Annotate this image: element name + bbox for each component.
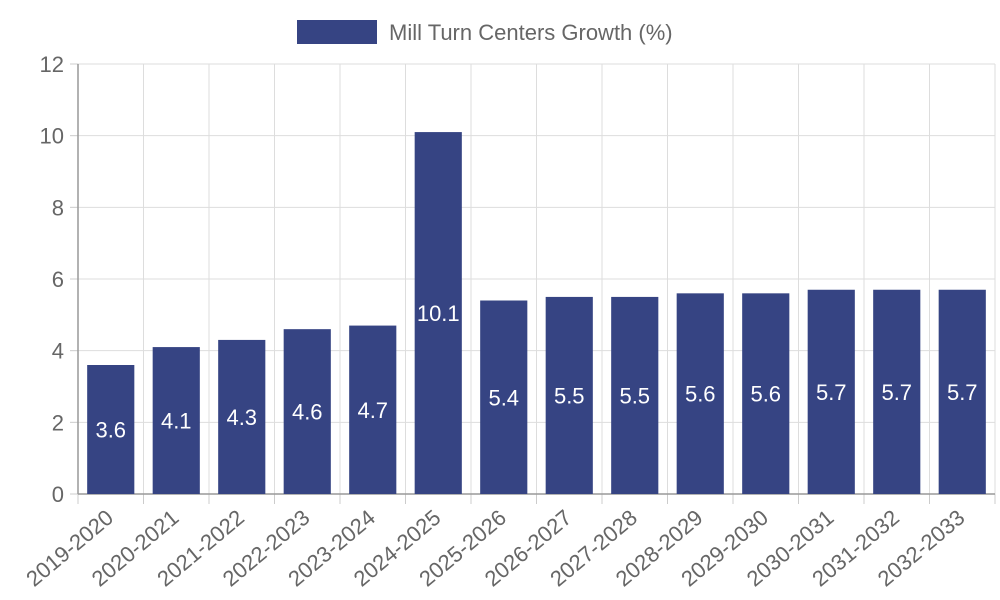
bar-value-label: 10.1 [417,301,460,326]
bar[interactable] [414,132,462,495]
y-tick-label: 6 [52,267,64,292]
y-tick-label: 8 [52,195,64,220]
bar[interactable] [873,289,921,494]
bar-value-label: 5.6 [685,382,716,407]
bar[interactable] [218,339,266,494]
bar-value-label: 5.6 [750,382,781,407]
bar[interactable] [152,347,200,494]
y-tick-label: 10 [40,124,64,149]
bar[interactable] [938,289,986,494]
bar[interactable] [545,296,593,494]
bar[interactable] [742,293,790,494]
y-tick-label: 2 [52,410,64,435]
bar-labels: 3.6 4.1 4.3 4.6 4.7 10.1 5.4 5.5 5.5 5.6 5.6 5.7 5.7… [95,301,977,442]
bar-value-label: 4.1 [161,409,192,434]
bar-value-label: 5.5 [619,383,650,408]
bar-value-label: 5.7 [816,380,847,405]
y-tick-label: 4 [52,339,64,364]
bar-value-label: 5.7 [947,380,978,405]
bar[interactable] [611,296,659,494]
legend-label: Mill Turn Centers Growth (%) [389,20,673,45]
bar[interactable] [807,289,855,494]
bar-value-label: 4.6 [292,400,323,425]
legend-swatch [297,20,377,44]
bar[interactable] [676,293,724,494]
bar[interactable] [87,365,135,494]
y-tick-label: 0 [52,482,64,507]
legend[interactable]: Mill Turn Centers Growth (%) [297,20,673,45]
y-tick-label: 12 [40,52,64,77]
grid [77,63,996,495]
bar-value-label: 5.7 [881,380,912,405]
bar-value-label: 5.4 [488,385,519,410]
bar-value-label: 3.6 [95,418,126,443]
x-axis-ticks: 2019-20202020-20212021-20222022-20232023… [21,505,969,592]
bar-value-label: 4.7 [357,398,388,423]
bar-value-label: 5.5 [554,383,585,408]
y-axis-ticks: 0 2 4 6 8 10 12 [40,52,64,507]
bar[interactable] [480,300,528,495]
bar[interactable] [349,325,397,494]
bar[interactable] [283,329,331,494]
bar-value-label: 4.3 [226,405,257,430]
bars [87,132,986,495]
